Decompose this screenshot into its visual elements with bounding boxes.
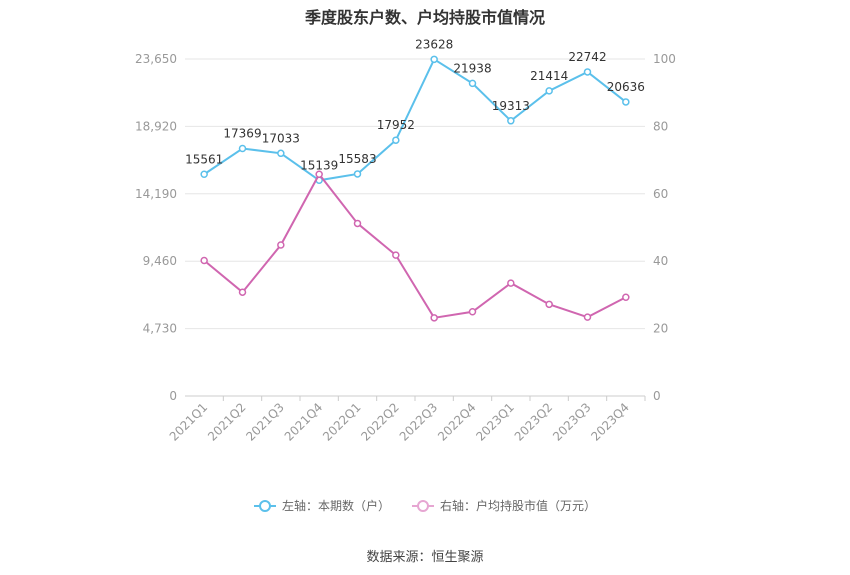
- data-label: 23628: [415, 37, 453, 51]
- series-layer: [200, 55, 630, 322]
- right-tick-label: 80: [653, 119, 668, 133]
- point-right: [430, 314, 438, 322]
- legend: 左轴：本期数（户） 右轴：户均持股市值（万元）: [0, 497, 850, 514]
- data-label: 15139: [300, 158, 338, 172]
- point-right: [238, 288, 247, 296]
- x-tick-label: 2023Q3: [550, 400, 594, 444]
- data-label: 17369: [223, 127, 261, 141]
- data-label: 21938: [453, 61, 491, 75]
- left-tick-label: 0: [169, 389, 177, 403]
- point-left: [277, 149, 285, 158]
- legend-item-right[interactable]: 右轴：户均持股市值（万元）: [412, 497, 596, 514]
- point-right: [353, 219, 362, 228]
- data-label: 20636: [607, 80, 645, 94]
- right-tick-label: 0: [653, 389, 661, 403]
- point-left: [507, 117, 515, 125]
- left-tick-label: 18,920: [135, 119, 177, 133]
- right-tick-label: 60: [653, 187, 668, 201]
- left-tick-label: 9,460: [143, 254, 177, 268]
- series-line-left: [203, 57, 627, 182]
- x-tick-label: 2021Q3: [243, 400, 287, 444]
- x-tick-label: 2021Q1: [167, 400, 211, 444]
- x-tick-label: 2022Q2: [358, 400, 402, 444]
- point-left: [583, 68, 592, 76]
- left-tick-label: 23,650: [135, 52, 177, 66]
- legend-line-icon: [253, 499, 276, 512]
- data-label: 17952: [377, 118, 415, 132]
- point-left: [545, 87, 553, 95]
- point-left: [200, 170, 208, 179]
- x-tick-label: 2021Q2: [205, 400, 249, 444]
- right-tick-label: 20: [653, 322, 668, 336]
- point-right: [277, 241, 285, 249]
- point-left: [468, 79, 477, 88]
- right-axis-ticks: 0 20 40 60 80 100: [653, 52, 676, 403]
- data-label: 15583: [338, 152, 376, 166]
- x-tick-label: 2023Q2: [512, 400, 556, 444]
- legend-line-icon: [412, 499, 434, 512]
- right-tick-label: 40: [653, 254, 668, 268]
- source-note: 数据来源：恒生聚源: [366, 550, 484, 565]
- line-chart: 0 4,730 9,460 14,190 18,920 23,650 0 20 40 60 80 1…: [135, 37, 676, 444]
- legend-label-left: 左轴：本期数（户）: [281, 499, 390, 513]
- series-line-right: [203, 172, 627, 319]
- point-right: [583, 313, 592, 321]
- right-tick-label: 100: [653, 52, 676, 66]
- chart-title: 季度股东户数、户均持股市值情况: [304, 8, 545, 27]
- x-tick-label: 2021Q4: [282, 400, 326, 444]
- point-left: [622, 98, 630, 106]
- x-tick-label: 2022Q3: [397, 400, 441, 444]
- data-label: 15561: [185, 152, 223, 166]
- data-label: 22742: [568, 50, 606, 64]
- point-left: [392, 136, 400, 144]
- legend-item-left[interactable]: 左轴：本期数（户）: [253, 497, 390, 514]
- point-right: [315, 170, 323, 179]
- x-axis-ticks: 2021Q12021Q22021Q32021Q42022Q12022Q22022…: [167, 396, 646, 444]
- x-tick-label: 2022Q4: [435, 400, 479, 444]
- point-right: [545, 300, 553, 309]
- x-tick-label: 2022Q1: [320, 400, 364, 444]
- gridlines: [185, 58, 645, 397]
- point-right: [392, 251, 400, 259]
- point-left: [353, 170, 362, 178]
- left-axis-ticks: 0 4,730 9,460 14,190 18,920 23,650: [135, 52, 177, 403]
- left-tick-label: 4,730: [143, 322, 177, 336]
- point-right: [622, 293, 630, 302]
- point-right: [507, 279, 515, 287]
- left-tick-label: 14,190: [135, 187, 177, 201]
- x-tick-label: 2023Q1: [473, 400, 517, 444]
- data-label: 17033: [262, 131, 300, 145]
- x-tick-label: 2023Q4: [588, 400, 632, 444]
- point-left: [238, 144, 247, 153]
- data-label: 19313: [492, 99, 530, 113]
- legend-label-right: 右轴：户均持股市值（万元）: [440, 499, 597, 513]
- point-right: [468, 308, 477, 316]
- point-left: [430, 55, 438, 64]
- point-right: [200, 256, 208, 265]
- data-label: 21414: [530, 69, 568, 83]
